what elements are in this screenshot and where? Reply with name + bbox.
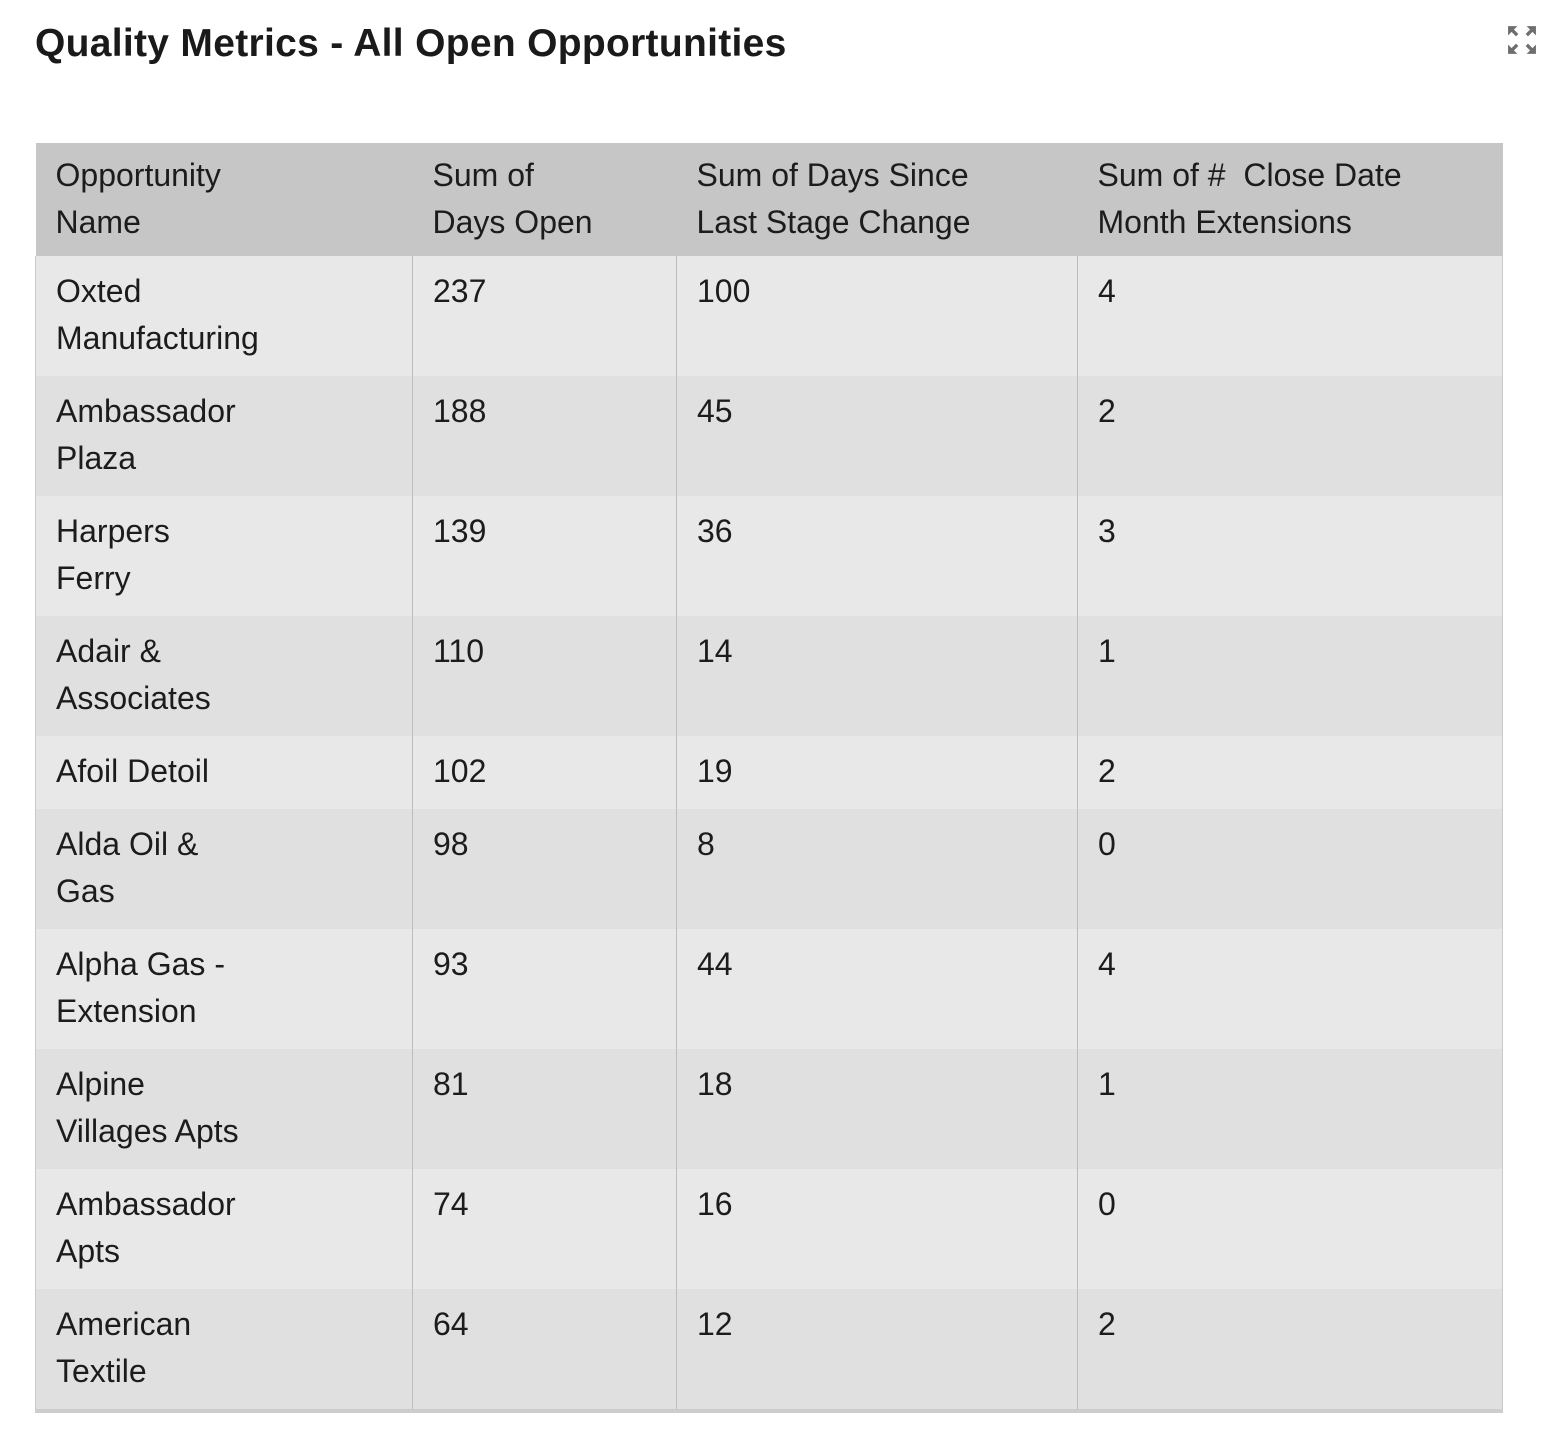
cell-sum-close-date-month-extensions[interactable]: 2 bbox=[1077, 736, 1503, 809]
table-row[interactable]: Oxted Manufacturing 237 100 4 bbox=[35, 256, 1503, 376]
cell-sum-close-date-month-extensions[interactable]: 2 bbox=[1077, 376, 1503, 496]
cell-sum-days-since-last-stage-change[interactable]: 18 bbox=[676, 1049, 1078, 1169]
column-header-opportunity-name: Opportunity Name bbox=[35, 143, 413, 256]
cell-sum-days-open[interactable]: 74 bbox=[412, 1169, 677, 1289]
cell-sum-close-date-month-extensions[interactable]: 4 bbox=[1077, 256, 1503, 376]
cell-opportunity-name[interactable]: Alda Oil & Gas bbox=[35, 809, 413, 929]
table-row[interactable]: Alpine Villages Apts 81 18 1 bbox=[35, 1049, 1503, 1169]
cell-sum-days-open[interactable]: 64 bbox=[412, 1289, 677, 1413]
cell-sum-days-open[interactable]: 110 bbox=[412, 616, 677, 736]
expand-icon bbox=[1508, 26, 1536, 54]
cell-sum-days-since-last-stage-change[interactable]: 16 bbox=[676, 1169, 1078, 1289]
cell-opportunity-name[interactable]: American Textile bbox=[35, 1289, 413, 1413]
cell-sum-close-date-month-extensions[interactable]: 3 bbox=[1077, 496, 1503, 616]
cell-opportunity-name[interactable]: Ambassador Plaza bbox=[35, 376, 413, 496]
cell-sum-days-since-last-stage-change[interactable]: 19 bbox=[676, 736, 1078, 809]
cell-sum-days-since-last-stage-change[interactable]: 45 bbox=[676, 376, 1078, 496]
cell-sum-close-date-month-extensions[interactable]: 1 bbox=[1077, 616, 1503, 736]
widget-title: Quality Metrics - All Open Opportunities bbox=[35, 22, 787, 65]
report-table: Opportunity Name Sum of Days Open Sum of… bbox=[35, 143, 1503, 1413]
table-row[interactable]: American Textile 64 12 2 bbox=[35, 1289, 1503, 1413]
cell-sum-days-open[interactable]: 237 bbox=[412, 256, 677, 376]
table-row[interactable]: Adair & Associates 110 14 1 bbox=[35, 616, 1503, 736]
cell-sum-days-since-last-stage-change[interactable]: 44 bbox=[676, 929, 1078, 1049]
table-row[interactable]: Harpers Ferry 139 36 3 bbox=[35, 496, 1503, 616]
cell-sum-days-open[interactable]: 81 bbox=[412, 1049, 677, 1169]
expand-button[interactable] bbox=[1500, 18, 1544, 62]
table-row[interactable]: Ambassador Plaza 188 45 2 bbox=[35, 376, 1503, 496]
column-header-sum-days-since-last-stage-change: Sum of Days Since Last Stage Change bbox=[676, 143, 1078, 256]
cell-opportunity-name[interactable]: Adair & Associates bbox=[35, 616, 413, 736]
table-header-row: Opportunity Name Sum of Days Open Sum of… bbox=[35, 143, 1503, 256]
cell-opportunity-name[interactable]: Afoil Detoil bbox=[35, 736, 413, 809]
cell-sum-days-open[interactable]: 102 bbox=[412, 736, 677, 809]
cell-sum-days-open[interactable]: 93 bbox=[412, 929, 677, 1049]
table-row[interactable]: Ambassador Apts 74 16 0 bbox=[35, 1169, 1503, 1289]
cell-sum-days-open[interactable]: 188 bbox=[412, 376, 677, 496]
cell-opportunity-name[interactable]: Alpine Villages Apts bbox=[35, 1049, 413, 1169]
cell-sum-days-since-last-stage-change[interactable]: 12 bbox=[676, 1289, 1078, 1413]
cell-sum-days-since-last-stage-change[interactable]: 36 bbox=[676, 496, 1078, 616]
cell-opportunity-name[interactable]: Oxted Manufacturing bbox=[35, 256, 413, 376]
cell-opportunity-name[interactable]: Harpers Ferry bbox=[35, 496, 413, 616]
cell-sum-days-since-last-stage-change[interactable]: 8 bbox=[676, 809, 1078, 929]
cell-sum-days-open[interactable]: 98 bbox=[412, 809, 677, 929]
cell-sum-days-open[interactable]: 139 bbox=[412, 496, 677, 616]
table-row[interactable]: Alda Oil & Gas 98 8 0 bbox=[35, 809, 1503, 929]
cell-sum-close-date-month-extensions[interactable]: 1 bbox=[1077, 1049, 1503, 1169]
column-header-sum-close-date-month-extensions: Sum of # Close Date Month Extensions bbox=[1077, 143, 1503, 256]
table-row[interactable]: Afoil Detoil 102 19 2 bbox=[35, 736, 1503, 809]
cell-sum-close-date-month-extensions[interactable]: 0 bbox=[1077, 1169, 1503, 1289]
column-header-sum-days-open: Sum of Days Open bbox=[412, 143, 677, 256]
cell-sum-close-date-month-extensions[interactable]: 4 bbox=[1077, 929, 1503, 1049]
cell-sum-days-since-last-stage-change[interactable]: 14 bbox=[676, 616, 1078, 736]
cell-opportunity-name[interactable]: Ambassador Apts bbox=[35, 1169, 413, 1289]
cell-sum-days-since-last-stage-change[interactable]: 100 bbox=[676, 256, 1078, 376]
cell-sum-close-date-month-extensions[interactable]: 2 bbox=[1077, 1289, 1503, 1413]
cell-opportunity-name[interactable]: Alpha Gas - Extension bbox=[35, 929, 413, 1049]
table-row[interactable]: Alpha Gas - Extension 93 44 4 bbox=[35, 929, 1503, 1049]
cell-sum-close-date-month-extensions[interactable]: 0 bbox=[1077, 809, 1503, 929]
